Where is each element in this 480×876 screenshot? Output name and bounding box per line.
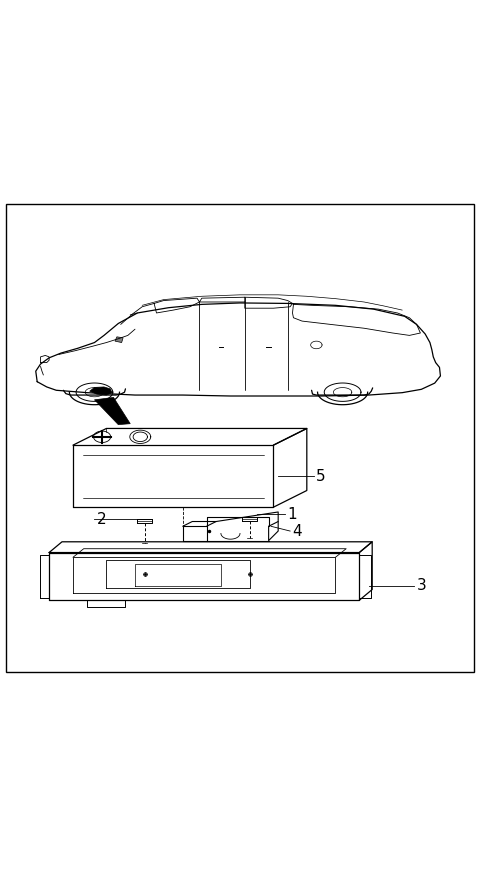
Polygon shape — [115, 337, 123, 343]
Text: 3: 3 — [417, 578, 426, 593]
Polygon shape — [90, 387, 112, 395]
Text: 4: 4 — [292, 524, 302, 539]
Polygon shape — [95, 398, 130, 425]
Text: 5: 5 — [316, 469, 326, 484]
Text: 2: 2 — [97, 512, 107, 526]
Text: 1: 1 — [288, 507, 297, 522]
